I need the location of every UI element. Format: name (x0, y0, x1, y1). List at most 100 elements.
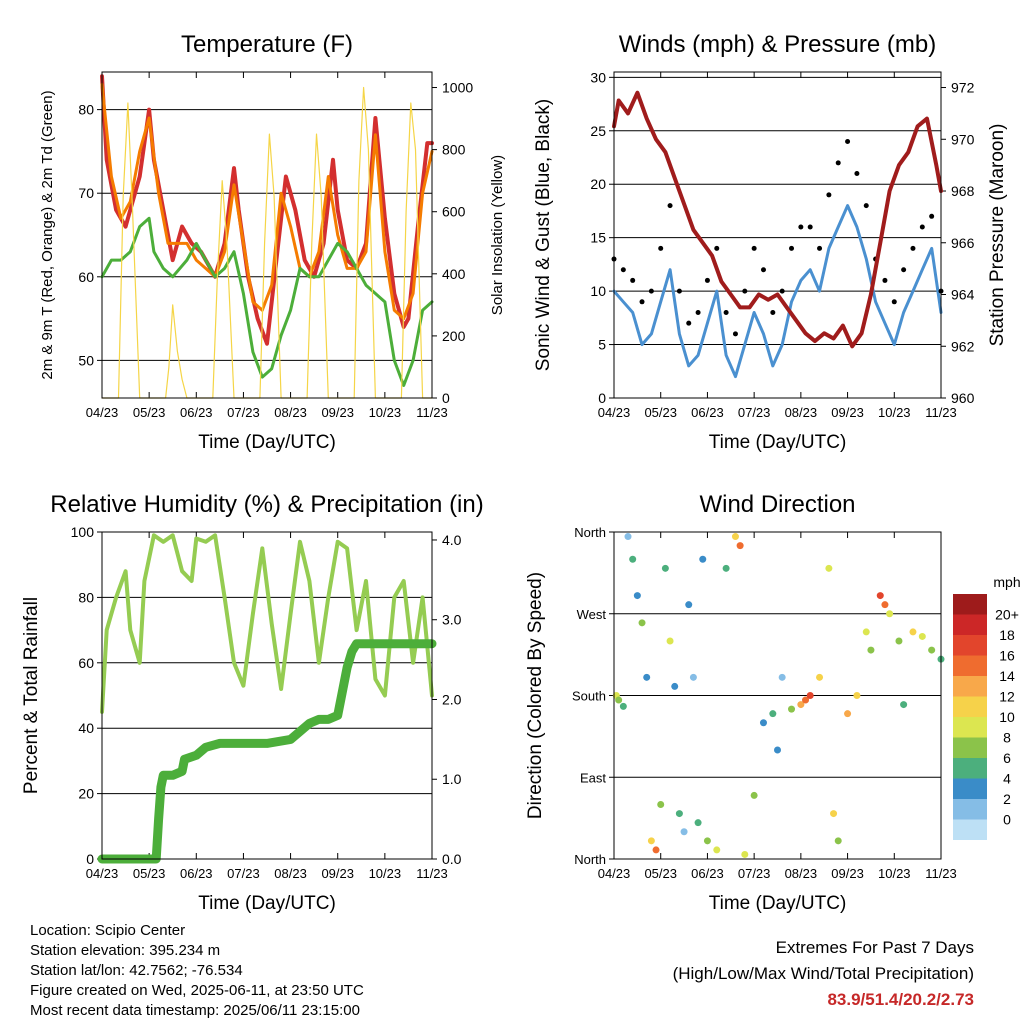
direction-point (900, 701, 908, 709)
panel2-x-tick-label: 04/23 (86, 866, 119, 881)
direction-point (703, 837, 711, 845)
panel1-y-tick-label: 20 (590, 176, 606, 192)
direction-point (731, 533, 739, 541)
gust-point (817, 245, 823, 251)
legend-swatch (953, 614, 987, 635)
panel0-y-tick-label: 70 (78, 185, 94, 201)
panel3-frame (613, 531, 942, 860)
direction-point (867, 646, 875, 654)
gust-point (732, 331, 738, 337)
direction-point (830, 810, 838, 818)
direction-point (928, 646, 936, 654)
panel1-y-right-tick-label: 972 (951, 80, 975, 96)
panel3-x-tick-label: 09/23 (831, 866, 864, 881)
gust-point (686, 320, 692, 326)
gust-point (658, 245, 664, 251)
panel1-title: Winds (mph) & Pressure (mb) (619, 31, 936, 58)
series-precip (97, 639, 437, 864)
direction-point (671, 682, 679, 690)
panel0-y-right-tick-label: 600 (442, 204, 466, 220)
panel1-y-tick-label: 10 (590, 283, 606, 299)
panel0-x-tick-label: 04/23 (86, 405, 119, 420)
legend-swatch (953, 594, 987, 615)
gust-point (826, 192, 832, 198)
direction-point (661, 564, 669, 572)
panel1-x-tick-label: 11/23 (925, 405, 957, 420)
panel0-y-right-tick-label: 200 (442, 328, 466, 344)
gust-point (845, 138, 851, 144)
panel3-title: Wind Direction (699, 491, 855, 518)
gust-point (704, 277, 710, 283)
panel0-x-tick-label: 05/23 (133, 405, 166, 420)
legend-swatch (953, 696, 987, 717)
gust-point (770, 309, 776, 315)
panel0-x-tick-label: 07/23 (227, 405, 260, 420)
panel2-y-axis-label: Percent & Total Rainfall (21, 597, 42, 794)
data-timestamp: Most recent data timestamp: 2025/06/11 2… (30, 1002, 360, 1019)
panel2-y-tick-label: 0 (86, 851, 94, 867)
panel0-y-right-tick-label: 0 (442, 390, 450, 406)
legend-label: 4 (1003, 771, 1011, 787)
panel0-x-tick-label: 11/23 (416, 405, 448, 420)
panel1-y-tick-label: 25 (590, 123, 606, 139)
series-t9m (100, 83, 434, 321)
legend-swatch (953, 778, 987, 799)
panel2-y-tick-label: 60 (78, 655, 94, 671)
panel1-y-right-tick-label: 966 (951, 235, 975, 251)
gust-point (695, 309, 701, 315)
gust-point (620, 267, 626, 273)
series-td (100, 216, 434, 387)
panel3-y-tick-label: West (577, 607, 607, 622)
direction-point (909, 628, 917, 636)
direction-point (615, 696, 623, 704)
legend-label: 10 (999, 709, 1015, 725)
legend-swatch (953, 676, 987, 697)
direction-point (834, 837, 842, 845)
panel2-frame (101, 531, 433, 860)
panel2-y-right-tick-label: 3.0 (442, 612, 462, 628)
legend-label: 6 (1003, 750, 1011, 766)
panel0-x-tick-label: 09/23 (321, 405, 354, 420)
direction-point (759, 719, 767, 727)
gust-point (910, 245, 916, 251)
panel1-x-tick-label: 10/23 (878, 405, 911, 420)
direction-point (633, 592, 641, 600)
gust-point (630, 277, 636, 283)
gust-point (676, 288, 682, 294)
legend-label: 12 (999, 689, 1015, 705)
direction-point (788, 705, 796, 713)
direction-point (895, 637, 903, 645)
gust-point (751, 245, 757, 251)
panel0-y-right-tick-label: 1000 (442, 80, 473, 96)
gust-point (639, 299, 645, 305)
gust-point (863, 203, 869, 209)
gust-point (742, 288, 748, 294)
direction-point (802, 696, 810, 704)
direction-point (713, 846, 721, 854)
panel2-x-axis-label: Time (Day/UTC) (198, 893, 336, 914)
panel2-x-tick-label: 05/23 (133, 866, 166, 881)
direction-point (694, 819, 702, 827)
direction-point (769, 710, 777, 718)
panel2-y-tick-label: 20 (78, 786, 94, 802)
panel1-x-tick-label: 06/23 (691, 405, 724, 420)
legend-swatch (953, 635, 987, 656)
gust-point (891, 299, 897, 305)
gust-point (882, 277, 888, 283)
panel1-x-tick-label: 04/23 (598, 405, 631, 420)
station-elevation: Station elevation: 395.234 m (30, 942, 221, 959)
direction-point (629, 555, 637, 563)
extremes-subtitle: (High/Low/Max Wind/Total Precipitation) (672, 964, 974, 983)
panel1-y-right-tick-label: 960 (951, 390, 975, 406)
direction-point (741, 850, 749, 858)
panel2-y-tick-label: 80 (78, 589, 94, 605)
direction-point (774, 746, 781, 754)
panel2-y-right-tick-label: 0.0 (442, 851, 462, 867)
panel1-y-axis-label: Sonic Wind & Gust (Blue, Black) (533, 99, 554, 371)
gust-point (835, 160, 841, 166)
panel1-y-right-tick-label: 968 (951, 183, 975, 199)
direction-point (680, 828, 688, 836)
panel0-y-tick-label: 50 (78, 352, 94, 368)
direction-point (886, 610, 894, 618)
